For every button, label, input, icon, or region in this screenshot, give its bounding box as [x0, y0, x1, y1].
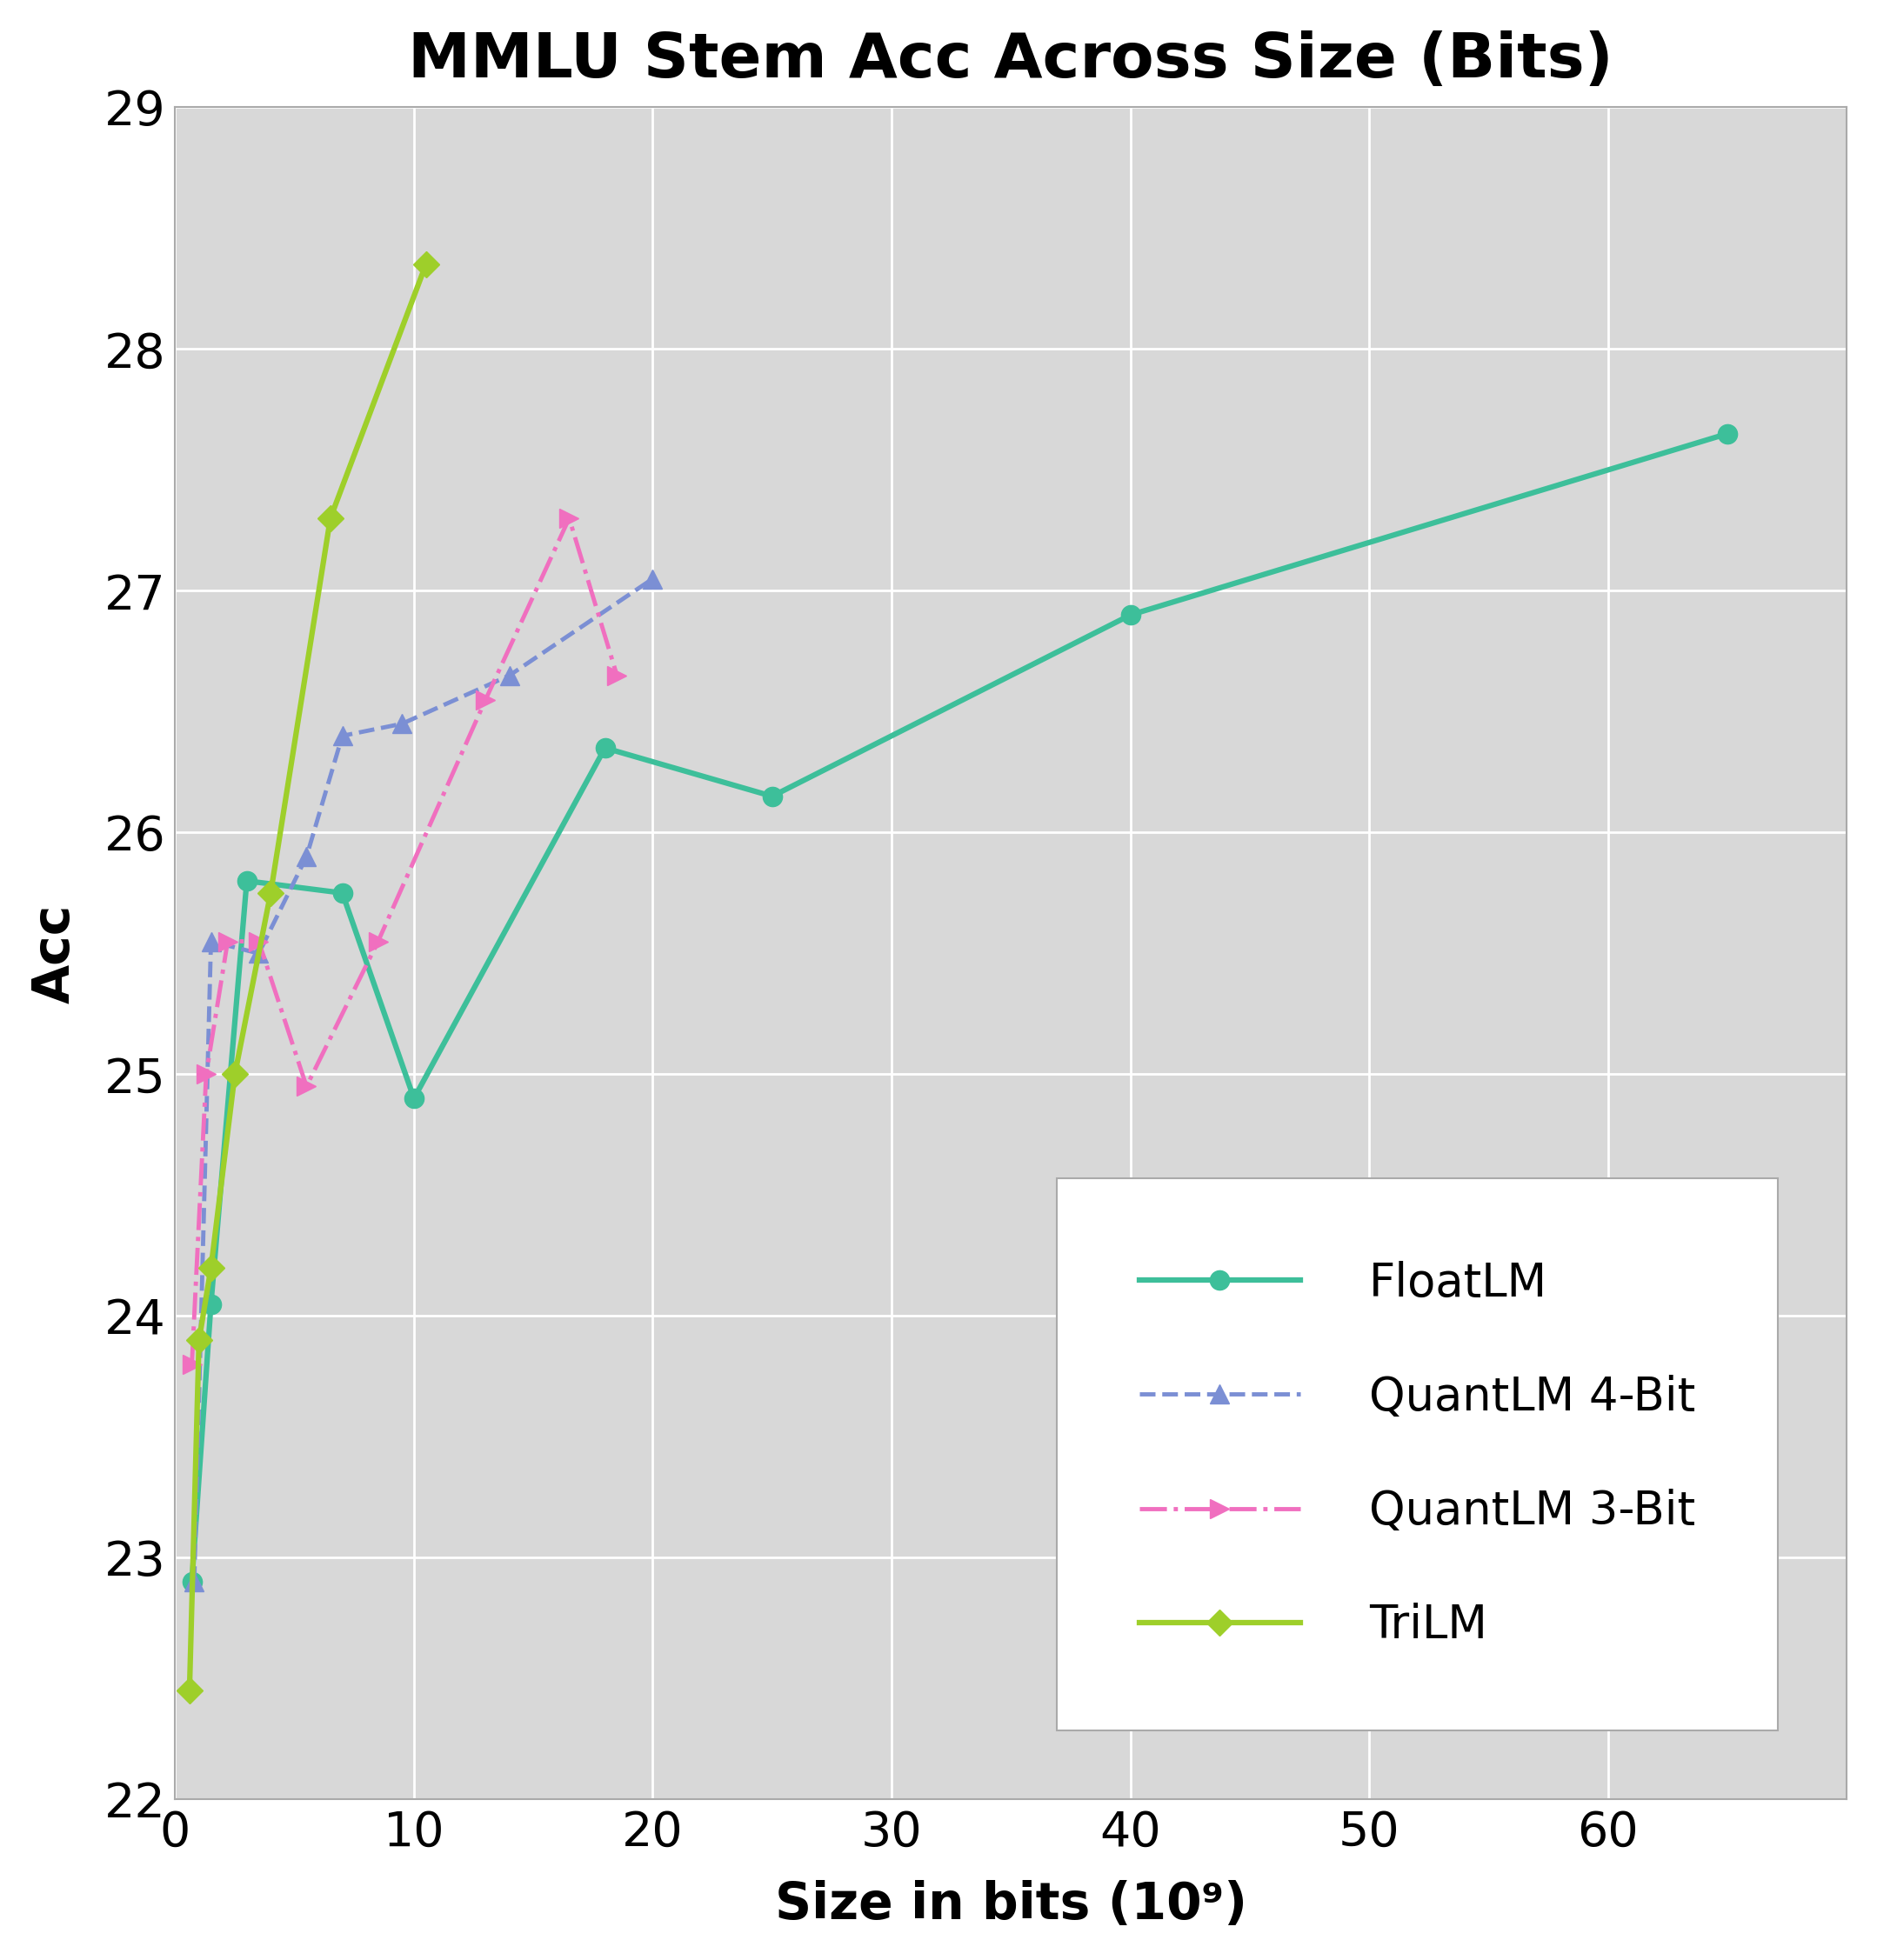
Line: TriLM: TriLM	[180, 255, 435, 1699]
Line: FloatLM: FloatLM	[182, 423, 1736, 1592]
FloatLM	[1716, 421, 1738, 445]
Line: QuantLM 4-Bit: QuantLM 4-Bit	[184, 568, 663, 1592]
QuantLM 4-Bit	[330, 723, 353, 747]
TriLM	[199, 1256, 221, 1280]
QuantLM 4-Bit	[248, 941, 270, 964]
FloatLM	[404, 1086, 426, 1109]
QuantLM 4-Bit	[182, 1570, 205, 1593]
QuantLM 4-Bit	[295, 845, 317, 868]
FloatLM	[180, 1570, 203, 1593]
TriLM	[319, 506, 342, 529]
QuantLM 4-Bit	[642, 566, 664, 590]
X-axis label: Size in bits (10⁹): Size in bits (10⁹)	[775, 1880, 1246, 1931]
QuantLM 3-Bit	[295, 1074, 317, 1098]
FloatLM	[235, 868, 257, 892]
QuantLM 3-Bit	[216, 929, 238, 953]
FloatLM	[1119, 604, 1141, 627]
TriLM	[188, 1329, 210, 1352]
QuantLM 4-Bit	[199, 929, 221, 953]
QuantLM 3-Bit	[606, 664, 629, 688]
QuantLM 3-Bit	[195, 1062, 218, 1086]
QuantLM 3-Bit	[557, 506, 580, 529]
QuantLM 4-Bit	[497, 664, 520, 688]
QuantLM 3-Bit	[475, 688, 497, 711]
Line: QuantLM 3-Bit: QuantLM 3-Bit	[182, 510, 627, 1374]
Y-axis label: Acc: Acc	[30, 904, 81, 1004]
TriLM	[259, 882, 282, 906]
TriLM	[178, 1680, 201, 1703]
QuantLM 3-Bit	[366, 929, 389, 953]
QuantLM 4-Bit	[390, 711, 413, 735]
FloatLM	[330, 882, 353, 906]
FloatLM	[760, 784, 783, 808]
TriLM	[415, 253, 437, 276]
FloatLM	[199, 1292, 221, 1315]
Title: MMLU Stem Acc Across Size (Bits): MMLU Stem Acc Across Size (Bits)	[409, 29, 1614, 90]
TriLM	[223, 1062, 246, 1086]
Legend: FloatLM, QuantLM 4-Bit, QuantLM 3-Bit, TriLM: FloatLM, QuantLM 4-Bit, QuantLM 3-Bit, T…	[1057, 1178, 1778, 1731]
FloatLM	[593, 737, 616, 760]
QuantLM 3-Bit	[248, 929, 270, 953]
QuantLM 3-Bit	[180, 1352, 203, 1376]
